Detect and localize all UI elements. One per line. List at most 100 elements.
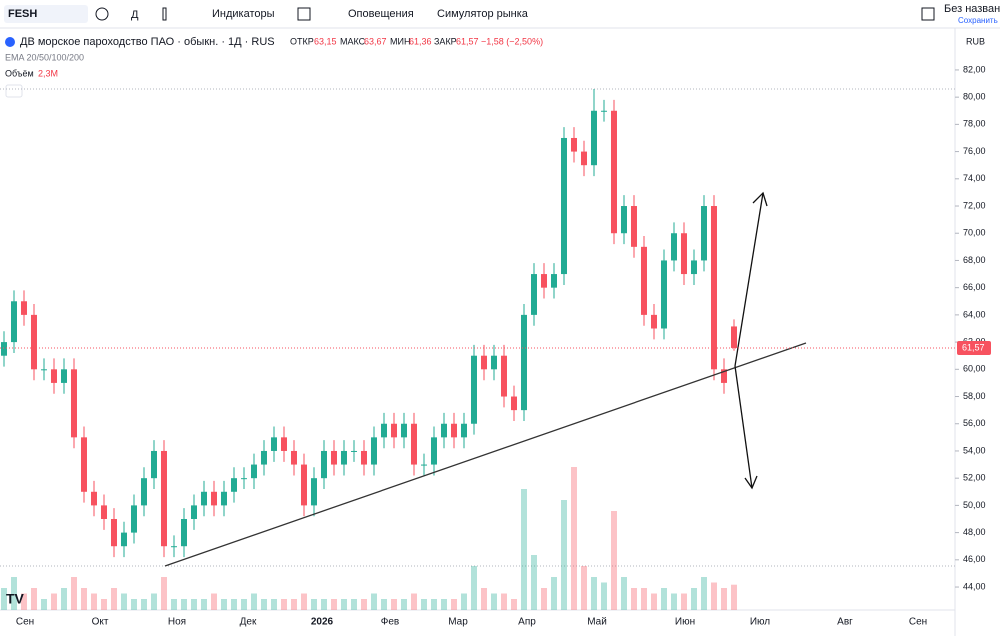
open-value: 63,15 [314,36,337,46]
volume-bar [511,599,517,610]
arrow-up[interactable] [734,192,764,367]
volume-bar [351,599,357,610]
add-symbol[interactable] [95,7,109,21]
candle-body [611,110,617,234]
candle-body [321,450,327,479]
volume-bar [701,577,707,610]
candle-body [111,518,117,547]
x-tick-label: 2026 [311,617,334,628]
candle-body [151,450,157,479]
candle-body [141,478,147,506]
volume-bar [451,599,457,610]
y-tick-label: 78,00 [963,119,986,129]
trend-line[interactable] [164,342,807,567]
volume-bar [11,577,17,610]
x-tick-label: Май [587,617,607,628]
symbol[interactable]: FESH [8,8,37,20]
volume-bar [131,599,137,610]
save[interactable]: Сохранить [958,16,998,25]
layout-icon[interactable] [921,7,935,21]
volume-bar [141,599,147,610]
candle-body [281,437,287,451]
candle-body [251,464,257,479]
volume-bar [631,588,637,610]
indicators[interactable]: Индикаторы [212,8,275,20]
candle-body [101,505,107,519]
alerts[interactable]: Оповещения [348,8,414,20]
x-tick-label: Авг [837,617,853,628]
candle-body [411,423,417,465]
x-tick-label: Дек [240,617,257,628]
candle-body [481,355,487,370]
y-tick-label: 80,00 [963,92,986,102]
candle-body [451,423,457,438]
candle-body [441,423,447,438]
volume-bar [311,599,317,610]
open-label: ОТКР [290,36,314,46]
volume-bar [571,467,577,610]
collapse-legend[interactable] [5,84,23,98]
candle-body [401,423,407,438]
candle-body [261,450,267,465]
volume-bar [81,588,87,610]
arrow-down[interactable] [734,365,753,489]
candle-body [181,518,187,547]
candle-body [391,423,397,438]
y-tick-label: 44,00 [963,581,986,591]
templates[interactable] [297,7,311,21]
y-tick-label: 50,00 [963,500,986,510]
chart-style[interactable] [162,7,167,21]
candle-body [671,233,677,261]
volume-bar [401,599,407,610]
candle-body [731,326,737,348]
candle-body [631,206,637,247]
volume-bar [601,582,607,610]
interval[interactable]: Д [131,9,139,21]
volume-bar [371,593,377,610]
candle-body [341,450,347,465]
volume-bar [521,489,527,610]
candle-body [21,301,27,315]
candle-body [421,464,427,466]
candle-body [621,206,627,234]
y-tick-label: 72,00 [963,200,986,210]
x-tick-label: Фев [381,617,399,628]
volume-bar [31,588,37,610]
x-tick-label: Окт [92,617,109,628]
candle-body [221,491,227,506]
low-value: 61,36 [409,36,432,46]
candle-body [371,437,377,465]
volume-bar [531,555,537,610]
currency[interactable]: RUB [966,36,985,46]
y-tick-label: 48,00 [963,527,986,537]
candle-body [201,491,207,506]
volume-bar [461,593,467,610]
layout-name[interactable]: Без названия [944,3,1000,15]
y-tick-label: 76,00 [963,146,986,156]
x-tick-label: Сен [909,617,927,628]
volume-bar [181,599,187,610]
candle-body [331,450,337,465]
x-tick-label: Ноя [168,617,186,628]
volume-bar [561,500,567,610]
candle-body [551,274,557,288]
candle-body [311,478,317,506]
x-tick-label: Сен [16,617,34,628]
ema-legend: EMA 20/50/100/200 [5,52,84,62]
volume-bar [161,577,167,610]
arrow-up-head [752,191,768,207]
candle-body [541,274,547,288]
volume-bar [381,599,387,610]
volume-bar [691,588,697,610]
symbol-box[interactable] [4,5,88,23]
candle-body [461,423,467,438]
candle-body [661,260,667,329]
y-tick-label: 56,00 [963,418,986,428]
candle-body [271,437,277,451]
volume-bar [211,593,217,610]
volume-bar [361,599,367,610]
candle-body [581,151,587,166]
candle-body [81,437,87,492]
replay[interactable]: Симулятор рынка [437,8,529,20]
